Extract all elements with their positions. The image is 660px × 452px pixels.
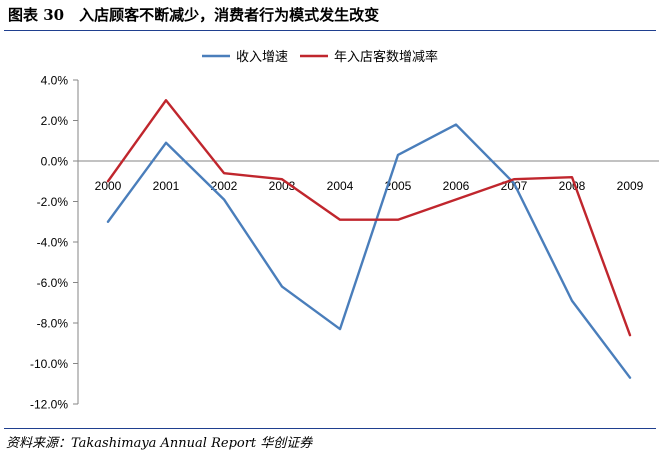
legend-label-2: 年入店客数增减率 [334, 49, 438, 65]
legend-label-1: 收入增速 [236, 50, 288, 65]
bottom-rule [4, 428, 656, 429]
y-tick-label: 0.0% [41, 155, 69, 169]
y-tick-label: -10.0% [30, 357, 68, 371]
x-tick-label: 2002 [211, 179, 238, 193]
x-tick-label: 2009 [617, 179, 644, 193]
figure-title: 图表 30 入店顾客不断减少，消费者行为模式发生改变 [8, 6, 380, 24]
x-axis: 2000 2001 2002 2003 2004 2005 2006 2007 2008 2009 [78, 160, 659, 193]
y-tick-label: 2.0% [41, 114, 69, 128]
x-tick-label: 2006 [443, 179, 470, 193]
x-tick-label: 2004 [327, 179, 354, 193]
top-rule [4, 30, 656, 31]
source-note: 资料来源：Takashimaya Annual Report 华创证券 [6, 436, 313, 451]
x-tick-label: 2003 [269, 179, 296, 193]
x-tick-label: 2008 [559, 179, 586, 193]
x-tick-label: 2005 [385, 179, 412, 193]
y-axis: 4.0% 2.0% 0.0% -2.0% -4.0% -6.0% -8.0% -10.0% -1… [30, 74, 79, 412]
y-tick-label: -4.0% [37, 236, 69, 250]
y-tick-label: -8.0% [37, 317, 69, 331]
x-tick-label: 2000 [95, 179, 122, 193]
series-line-1 [106, 123, 632, 379]
chart-legend: 收入增速 年入店客数增减率 [202, 49, 438, 65]
y-tick-label: -12.0% [30, 398, 68, 412]
x-tick-label: 2001 [153, 179, 180, 193]
series-layer [106, 99, 632, 379]
y-tick-label: -2.0% [37, 195, 69, 209]
series-line-2 [106, 99, 632, 337]
y-tick-label: -6.0% [37, 276, 69, 290]
y-tick-label: 4.0% [41, 74, 69, 88]
